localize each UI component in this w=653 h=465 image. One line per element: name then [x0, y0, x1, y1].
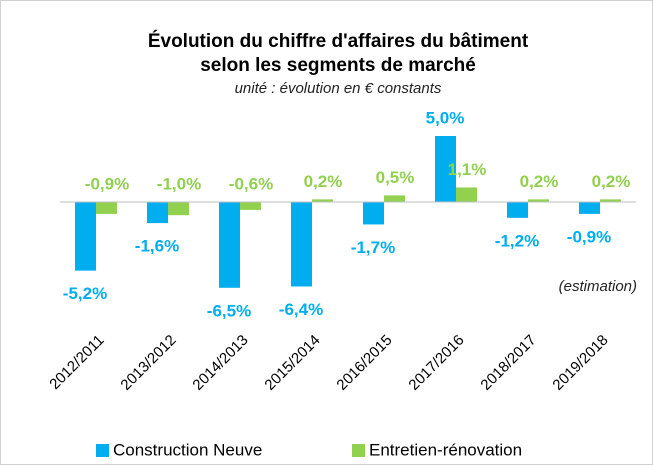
bar: [168, 202, 189, 216]
value-label: -0,6%: [229, 174, 273, 193]
bar: [600, 199, 621, 202]
value-label: 5,0%: [426, 108, 465, 127]
bar: [456, 187, 477, 202]
value-label: 0,2%: [520, 172, 559, 191]
bar: [219, 202, 240, 288]
bar: [579, 202, 600, 214]
bar: [312, 199, 333, 202]
value-label: -1,2%: [495, 231, 539, 250]
bar: [507, 202, 528, 218]
bar: [528, 199, 549, 202]
bar: [291, 202, 312, 287]
value-label: -5,2%: [63, 284, 107, 303]
value-label: 0,2%: [304, 172, 343, 191]
legend-label: Entretien-rénovation: [369, 440, 522, 459]
value-label: -1,7%: [351, 238, 395, 257]
value-label: -0,9%: [567, 227, 611, 246]
bar: [96, 202, 117, 214]
bar: [435, 136, 456, 202]
value-label: 0,2%: [592, 172, 631, 191]
value-label: 1,1%: [448, 160, 487, 179]
bar: [75, 202, 96, 271]
value-label: -0,9%: [85, 174, 129, 193]
chart-title: selon les segments de marché: [200, 55, 476, 76]
legend-swatch: [96, 444, 109, 457]
chart-title: Évolution du chiffre d'affaires du bâtim…: [148, 30, 529, 52]
legend-swatch: [352, 444, 365, 457]
legend-label: Construction Neuve: [113, 440, 262, 459]
value-label: 0,5%: [376, 168, 415, 187]
value-label: -6,4%: [279, 300, 323, 319]
bar: [147, 202, 168, 224]
chart-subtitle: unité : évolution en € constants: [235, 80, 442, 97]
value-label: -6,5%: [207, 301, 251, 320]
value-label: -1,6%: [135, 237, 179, 256]
annotation: (estimation): [559, 278, 637, 295]
bar: [363, 202, 384, 225]
bar: [384, 195, 405, 202]
bar: [240, 202, 261, 210]
value-label: -1,0%: [157, 174, 201, 193]
